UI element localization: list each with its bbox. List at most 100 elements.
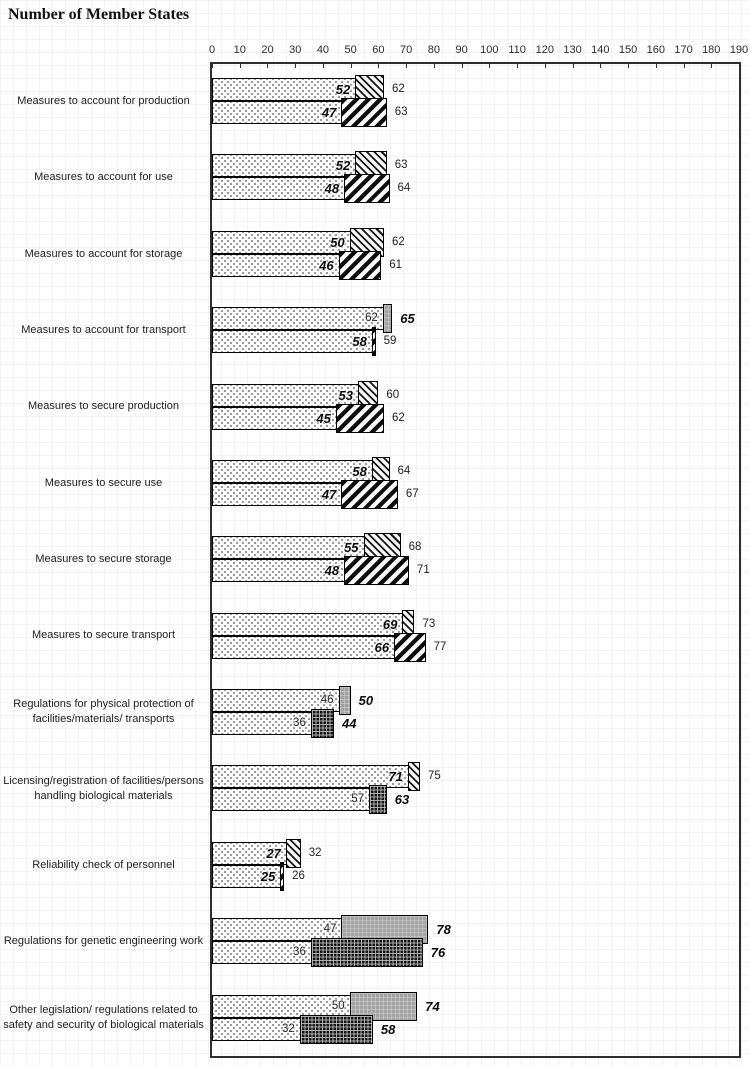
- bar-bottom: 58 59: [212, 327, 436, 357]
- value-label-inside: 62: [365, 312, 378, 325]
- bar-extension-segment: [394, 632, 426, 662]
- category-label: Other legislation/ regulations related t…: [3, 1003, 204, 1031]
- value-label-inside: 25: [260, 868, 276, 884]
- category-label: Measures to account for transport: [21, 323, 186, 336]
- x-tick-mark: [739, 63, 740, 68]
- x-tick-label: 170: [674, 44, 693, 56]
- value-label-outside: 61: [389, 258, 402, 271]
- bar-top: 55 68: [212, 533, 461, 563]
- value-label-inside: 50: [330, 234, 345, 250]
- bar-extension-segment: [341, 98, 387, 127]
- bar-base-segment: [212, 383, 359, 407]
- value-label-outside: 62: [391, 235, 405, 248]
- value-label-inside: 53: [338, 387, 353, 403]
- value-label-outside: 59: [383, 335, 397, 348]
- bar-top: 27 32: [212, 838, 361, 868]
- bar-bottom: 47 63: [212, 98, 447, 127]
- value-label-outside: 64: [397, 182, 411, 195]
- value-label-inside: 58: [352, 463, 367, 479]
- bar-base-segment: [212, 841, 287, 865]
- value-label-outside: 74: [425, 998, 440, 1014]
- value-label-inside: 36: [293, 946, 306, 959]
- bar-bottom: 66 77: [212, 632, 486, 662]
- bar-extension-segment: [371, 327, 376, 357]
- bar-top: 46 50: [212, 686, 411, 716]
- x-tick-label: 190: [729, 44, 749, 56]
- plot-area: [210, 62, 741, 1058]
- value-label-outside: 63: [394, 792, 410, 808]
- bar-top: 52 63: [212, 151, 447, 181]
- x-tick-label: 130: [563, 44, 582, 56]
- bar-top: 50 62: [212, 227, 444, 257]
- value-label-outside: 60: [386, 388, 400, 401]
- x-tick-label: 60: [372, 44, 385, 56]
- value-label-outside: 65: [400, 311, 415, 327]
- value-label-inside: 36: [293, 717, 306, 730]
- category-label: Regulations for genetic engineering work: [3, 934, 204, 947]
- bar-extension-segment: [344, 174, 390, 204]
- x-tick-label: 160: [646, 44, 665, 56]
- bar-base-segment: [212, 78, 357, 101]
- bar-base-segment: [212, 307, 384, 331]
- category-label: Measures to secure storage: [35, 553, 172, 566]
- value-label-outside: 26: [292, 869, 305, 882]
- value-label-inside: 58: [352, 334, 367, 350]
- value-label-outside: 68: [408, 541, 422, 554]
- category-label: Measures to account for use: [34, 171, 173, 184]
- bar-bottom: 36 44: [212, 709, 394, 739]
- x-tick-mark: [322, 63, 324, 68]
- value-label-inside: 50: [331, 999, 345, 1012]
- x-tick-mark: [461, 63, 463, 68]
- value-label-outside: 58: [380, 1021, 396, 1037]
- x-tick-label: 140: [591, 44, 610, 56]
- value-label-outside: 63: [394, 106, 408, 118]
- x-tick-mark: [267, 63, 269, 68]
- bar-base-segment: [212, 230, 351, 254]
- value-label-outside: 76: [430, 945, 446, 961]
- value-label-inside: 48: [324, 563, 340, 579]
- category-label: Measures to secure use: [44, 476, 163, 489]
- bar-extension-segment: [341, 479, 398, 509]
- x-tick-mark: [239, 63, 241, 68]
- value-label-outside: 77: [433, 640, 447, 653]
- x-tick-label: 30: [289, 44, 302, 56]
- bar-top: 52 62: [212, 75, 444, 104]
- bar-base-segment: [212, 101, 343, 124]
- bar-extension-segment: [407, 762, 421, 792]
- bar-top: 71 75: [212, 762, 480, 792]
- value-label-outside: 71: [416, 564, 430, 577]
- category-label: Measures to account for production: [17, 94, 190, 107]
- x-tick-mark: [212, 63, 213, 68]
- category-label: Measures to secure transport: [31, 629, 176, 642]
- x-tick-mark: [517, 63, 519, 68]
- value-label-outside: 44: [342, 716, 357, 732]
- bar-bottom: 36 76: [212, 938, 483, 968]
- bar-bottom: 46 61: [212, 250, 441, 280]
- bar-base-segment: [212, 765, 409, 789]
- x-tick-label: 40: [316, 44, 330, 56]
- bar-bottom: 47 67: [212, 479, 458, 509]
- value-label-inside: 32: [281, 1022, 295, 1035]
- bar-base-segment: [212, 482, 343, 506]
- bar-top: 50 74: [212, 991, 477, 1021]
- x-tick-mark: [378, 63, 380, 68]
- x-tick-mark: [655, 63, 657, 68]
- x-tick-label: 90: [455, 44, 468, 56]
- value-label-inside: 46: [320, 694, 334, 707]
- bar-base-segment: [212, 635, 396, 659]
- category-label: Measures to account for storage: [24, 247, 183, 260]
- x-tick-mark: [711, 63, 713, 68]
- value-label-inside: 52: [335, 158, 351, 174]
- bar-base-segment: [212, 612, 404, 636]
- value-label-outside: 67: [405, 487, 419, 500]
- value-label-outside: 62: [391, 83, 405, 95]
- x-tick-mark: [628, 63, 630, 68]
- bar-extension-segment: [344, 556, 409, 586]
- value-label-outside: 50: [358, 693, 374, 709]
- category-label: Regulations for physical protection of f…: [13, 698, 194, 726]
- value-label-inside: 57: [351, 793, 365, 806]
- value-label-inside: 66: [374, 639, 390, 655]
- bar-extension-segment: [382, 304, 393, 334]
- bar-extension-segment: [310, 938, 423, 968]
